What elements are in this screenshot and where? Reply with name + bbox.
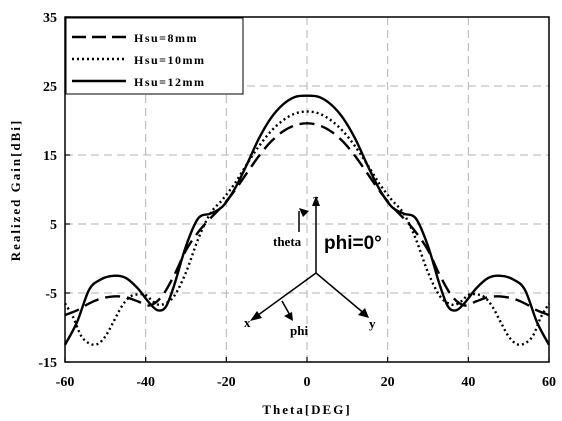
cut-plane-label: phi=0° [324,233,382,254]
theta-label: theta [273,234,302,249]
phi-arrow-head-icon [284,312,293,321]
theta-arrow-head-icon [299,208,309,217]
y-arrow-head-icon [358,308,369,318]
z-arrow-head-icon [312,196,320,206]
x-axis-title: Theta[DEG] [262,402,351,417]
series-layer [63,94,551,346]
x-tick-label: 20 [381,375,395,390]
x-tick-label: -20 [217,375,236,390]
phi-label: phi [290,323,308,338]
z-axis-label: z [313,191,319,206]
series-line-dotted [63,110,551,346]
y-tick-label: 35 [43,11,57,26]
series-line-solid [63,94,551,346]
y-axis-label: y [369,316,376,331]
legend-label-hsu-10: Hsu=10mm [134,53,206,67]
y-axis-arrow [315,272,367,316]
legend-label-hsu-8: Hsu=8mm [134,31,198,45]
y-tick-label: 15 [43,149,57,164]
legend-label-hsu-12: Hsu=12mm [134,75,206,89]
x-tick-label: 0 [304,375,311,390]
axis-ticks: -60 -40 -20 0 20 40 60 -15 -5 5 15 25 35 [38,11,556,390]
x-tick-label: -40 [136,375,155,390]
y-tick-label: -15 [38,356,57,371]
x-arrow-head-icon [250,311,262,321]
y-axis-title: Realized Gain[dBi] [8,119,23,262]
legend: Hsu=8mm Hsu=10mm Hsu=12mm [65,17,244,95]
series-line-dashed [64,122,550,317]
y-tick-label: 5 [50,218,57,233]
x-tick-label: 40 [461,375,475,390]
coordinate-inset: z x y theta phi phi=0° [244,191,382,338]
x-axis-label: x [244,315,251,330]
y-tick-label: 25 [43,80,57,95]
x-axis-arrow [253,272,317,319]
y-tick-label: -5 [45,287,57,302]
x-tick-label: -60 [56,375,75,390]
x-tick-label: 60 [542,375,556,390]
